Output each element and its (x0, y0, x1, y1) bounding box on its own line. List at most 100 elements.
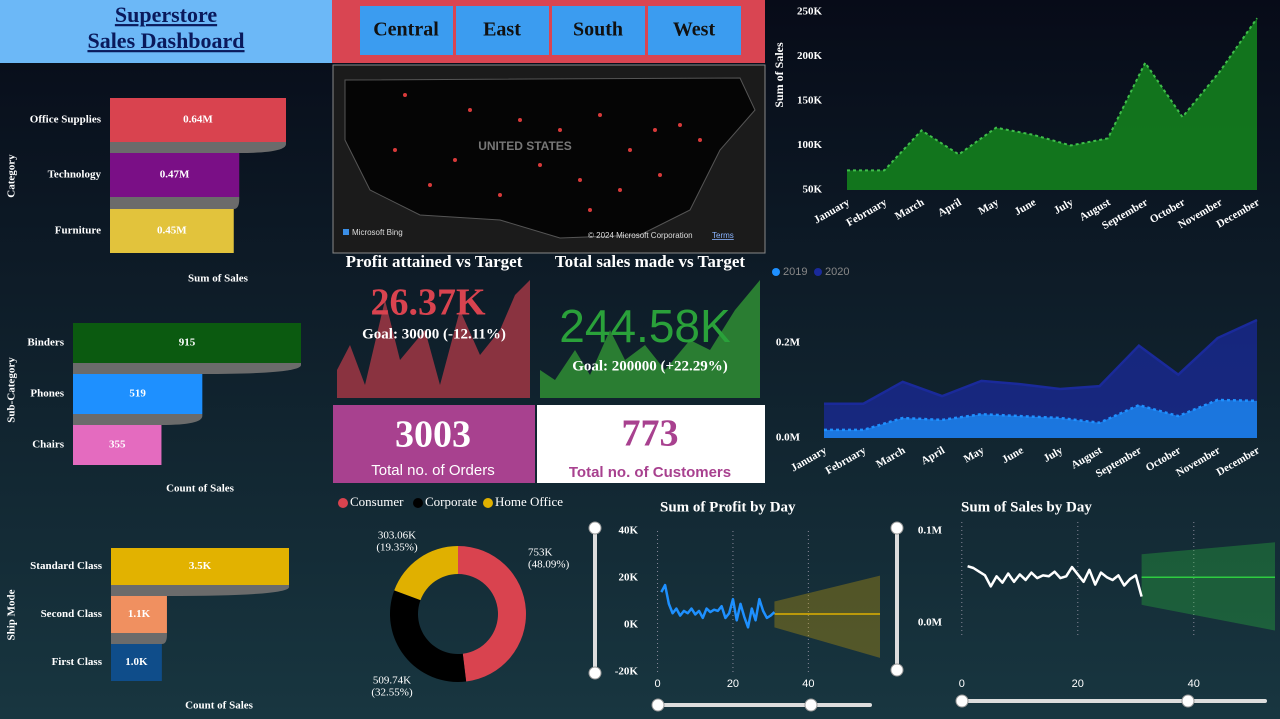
data-label: 1.0K (125, 656, 148, 668)
region-label[interactable]: East (483, 19, 521, 41)
funnel-connector (110, 142, 286, 153)
legend-marker (483, 498, 493, 508)
kpi-title: Profit attained vs Target (346, 252, 523, 271)
y-tick-label: 0.0M (776, 432, 801, 444)
orders-card (333, 405, 535, 483)
region-button[interactable] (552, 6, 645, 55)
kpi-sparkline (337, 280, 530, 398)
y-axis-label: Sum of Sales (772, 42, 786, 108)
bar (110, 98, 286, 142)
y-tick-label: 0.2M (776, 336, 801, 348)
y-axis-label: Ship Mode (6, 589, 18, 640)
legend-marker (772, 268, 780, 276)
area-fill (824, 399, 1257, 438)
bar (73, 374, 203, 414)
kpi-goal: Goal: 30000 (-12.11%) (362, 326, 506, 342)
donut-slice (458, 546, 526, 682)
header-box (0, 0, 332, 63)
slider[interactable] (593, 526, 1267, 707)
data-label: (48.09%) (528, 559, 570, 571)
kpi-title: Total sales made vs Target (555, 252, 746, 271)
customers-label: Total no. of Customers (569, 464, 731, 481)
bar (73, 425, 162, 465)
orders-label: Total no. of Orders (371, 462, 494, 479)
data-label: 355 (109, 439, 126, 451)
funnel-connector (111, 633, 167, 644)
bar (111, 548, 289, 585)
category-label: Chairs (32, 439, 65, 451)
data-label: 509.74K (373, 675, 411, 687)
bar (110, 209, 234, 253)
category-label: Office Supplies (30, 114, 102, 126)
region-label[interactable]: South (573, 19, 623, 41)
category-label: First Class (52, 656, 103, 668)
funnel-connector (110, 197, 240, 209)
chart-title: Sum of Profit by Day (660, 499, 796, 515)
area-fill (847, 18, 1257, 191)
data-label: 1.1K (128, 608, 151, 620)
title: Sales Dashboard (87, 28, 244, 53)
data-label: 753K (528, 547, 553, 559)
kpi-goal: Goal: 200000 (+22.29%) (572, 358, 728, 374)
data-label: (32.55%) (371, 687, 413, 699)
x-axis-label: Count of Sales (166, 483, 235, 495)
bar (111, 596, 167, 633)
category-label: Standard Class (30, 560, 103, 572)
y-tick-label: 100K (797, 139, 823, 151)
category-label: Technology (48, 169, 102, 181)
data-label: 0.47M (160, 169, 190, 181)
legend-marker (338, 498, 348, 508)
data-label: 915 (179, 337, 196, 349)
line (660, 583, 776, 629)
legend-marker (413, 498, 423, 508)
y-tick-label: 40K (618, 525, 638, 537)
customers-card (537, 405, 765, 483)
data-label: (19.35%) (376, 542, 418, 554)
funnel-connector (111, 585, 289, 596)
map-attribution: Microsoft Bing (352, 228, 403, 237)
x-tick-label: 40 (802, 678, 814, 690)
area-line (847, 17, 1258, 172)
map-land (344, 77, 756, 239)
y-axis-label: Sub-Category (6, 357, 18, 423)
slider-handle[interactable] (588, 521, 1195, 712)
map-terms[interactable]: Terms (712, 231, 734, 240)
y-tick-label: 150K (797, 95, 823, 107)
data-label: 303.06K (378, 530, 416, 542)
area-line (824, 398, 1258, 432)
category-label: Binders (27, 337, 64, 349)
bar (73, 323, 301, 363)
legend-marker (814, 268, 822, 276)
region-label[interactable]: Central (373, 19, 439, 41)
kpi-value: 244.58K (559, 300, 731, 352)
orders-value: 3003 (395, 414, 471, 456)
region-button[interactable] (648, 6, 741, 55)
region-label[interactable]: West (673, 19, 716, 41)
y-tick-label: 0.1M (918, 525, 943, 537)
data-label: 0.64M (183, 114, 213, 126)
map-label: UNITED STATES (478, 139, 572, 153)
legend-label: Consumer (350, 494, 404, 509)
region-button[interactable] (456, 6, 549, 55)
map-points (393, 93, 702, 212)
data-label: 0.45M (157, 225, 187, 237)
category-label: Phones (30, 388, 64, 400)
kpi-sparkline (540, 280, 760, 398)
line (967, 564, 1143, 597)
legend-label: 2020 (825, 266, 849, 278)
y-tick-label: 20K (618, 572, 638, 584)
title: Superstore (115, 2, 217, 27)
legend-label: 2019 (783, 266, 807, 278)
region-button[interactable] (360, 6, 453, 55)
legend-label: Corporate (425, 494, 477, 509)
category-label: Second Class (41, 608, 103, 620)
legend-label: Home Office (495, 494, 563, 509)
y-tick-label: -20K (615, 666, 639, 678)
customers-value: 773 (622, 413, 679, 455)
forecast-band (774, 575, 880, 658)
y-tick-label: 200K (797, 50, 823, 62)
bing-logo (343, 229, 349, 235)
forecast-band (1141, 542, 1275, 631)
y-tick-label: 0.0M (918, 617, 943, 629)
